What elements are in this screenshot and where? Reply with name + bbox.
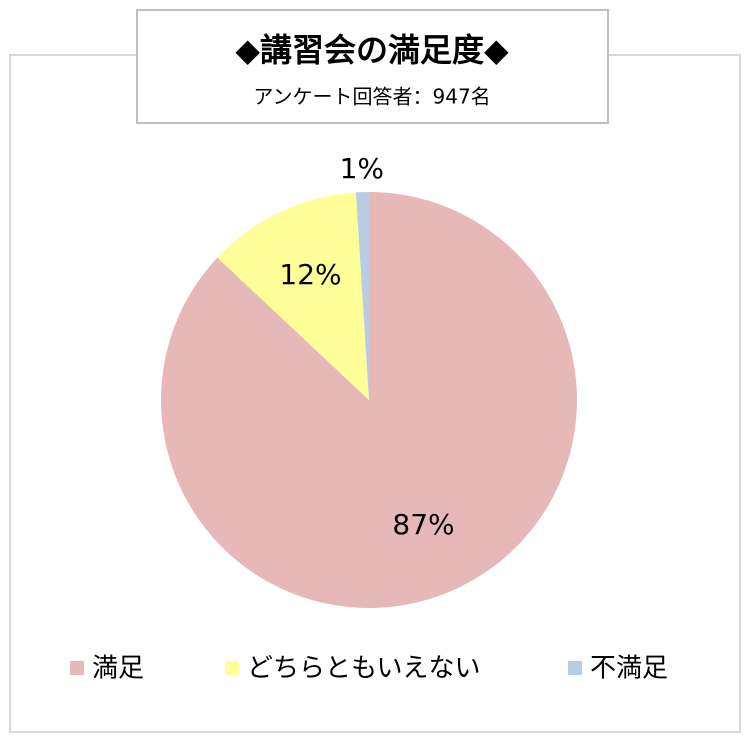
pie-slice: [217, 192, 369, 400]
data-label: 1%: [340, 152, 384, 185]
title-box: [136, 9, 609, 124]
pie-slice: [160, 192, 577, 608]
chart-title: ◆講習会の満足度◆: [235, 31, 509, 69]
legend-label: 不満足: [590, 654, 668, 684]
legend-label: 満足: [92, 654, 144, 684]
data-label: 12%: [279, 258, 341, 291]
legend-swatch: [225, 661, 239, 675]
data-label: 87%: [392, 508, 454, 541]
chart-subtitle: アンケート回答者：947名: [253, 85, 490, 109]
legend-label: どちらともいえない: [247, 654, 480, 684]
legend-swatch: [568, 661, 582, 675]
legend-swatch: [70, 661, 84, 675]
pie-slice: [355, 192, 369, 400]
